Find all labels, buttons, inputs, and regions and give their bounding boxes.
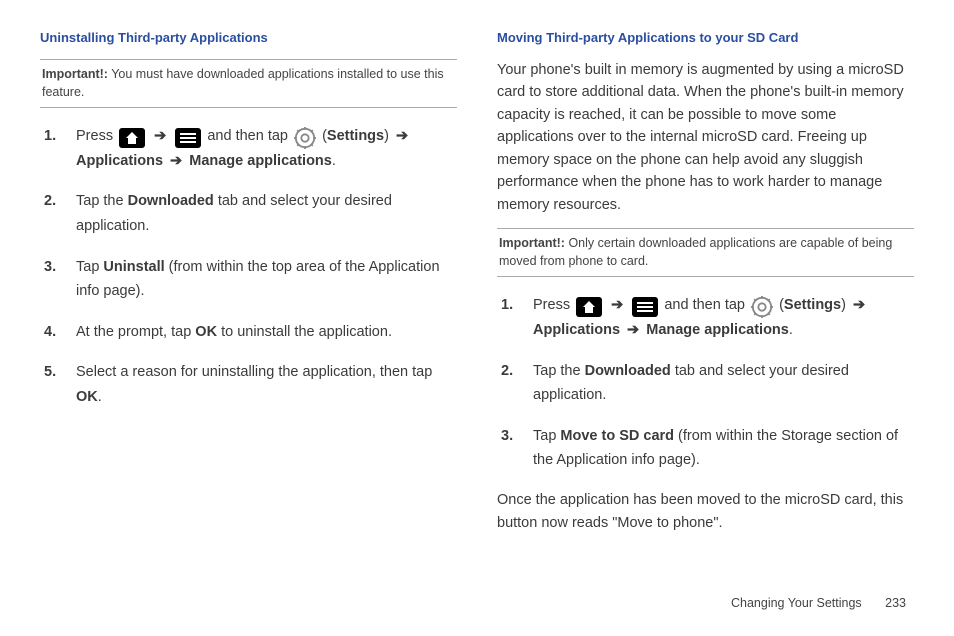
step-body: Tap Uninstall (from within the top area … <box>76 255 457 304</box>
step-2: 2. Tap the Downloaded tab and select you… <box>44 189 457 238</box>
heading-right: Moving Third-party Applications to your … <box>497 30 914 45</box>
text: Tap <box>76 259 103 275</box>
page: Uninstalling Third-party Applications Im… <box>0 0 954 636</box>
paren-close: ) <box>841 297 846 313</box>
step-3: 3. Tap Uninstall (from within the top ar… <box>44 255 457 304</box>
arrow-icon: ➔ <box>170 153 182 169</box>
step-1: 1. Press ➔ and then tap (Settings) ➔ App… <box>501 293 914 342</box>
word-applications: Applications <box>76 153 163 169</box>
important-box-left: Important!: You must have downloaded app… <box>40 59 457 108</box>
step-number: 2. <box>501 359 533 408</box>
paren-close: ) <box>384 128 389 144</box>
dot: . <box>332 153 336 169</box>
word-press: Press <box>533 297 570 313</box>
text: Tap the <box>533 363 585 379</box>
step-number: 5. <box>44 360 76 409</box>
gear-icon <box>294 127 316 149</box>
step-body: Tap Move to SD card (from within the Sto… <box>533 424 914 473</box>
step-number: 1. <box>501 293 533 342</box>
menu-icon <box>175 128 201 148</box>
step-2: 2. Tap the Downloaded tab and select you… <box>501 359 914 408</box>
step-body: Tap the Downloaded tab and select your d… <box>533 359 914 408</box>
step-body: At the prompt, tap OK to uninstall the a… <box>76 320 457 345</box>
word-settings: Settings <box>784 297 841 313</box>
bold: Downloaded <box>585 363 671 379</box>
step-body: Press ➔ and then tap (Settings) ➔ Applic… <box>533 293 914 342</box>
word-settings: Settings <box>327 128 384 144</box>
heading-left: Uninstalling Third-party Applications <box>40 30 457 45</box>
word-manage: Manage applications <box>189 153 332 169</box>
home-icon <box>119 128 145 148</box>
step-number: 3. <box>44 255 76 304</box>
text: . <box>98 389 102 405</box>
step-1: 1. Press ➔ and then tap (Settings) ➔ App… <box>44 124 457 173</box>
text: Tap the <box>76 193 128 209</box>
arrow-icon: ➔ <box>396 128 408 144</box>
bold: Downloaded <box>128 193 214 209</box>
home-icon <box>576 297 602 317</box>
text: Tap <box>533 428 560 444</box>
important-label: Important!: <box>499 236 565 250</box>
dot: . <box>789 322 793 338</box>
step-number: 1. <box>44 124 76 173</box>
arrow-icon: ➔ <box>611 297 623 313</box>
arrow-icon: ➔ <box>154 128 166 144</box>
right-column: Moving Third-party Applications to your … <box>497 30 914 616</box>
outro-paragraph: Once the application has been moved to t… <box>497 489 914 534</box>
text: Select a reason for uninstalling the app… <box>76 364 432 380</box>
steps-left: 1. Press ➔ and then tap (Settings) ➔ App… <box>40 124 457 410</box>
important-box-right: Important!: Only certain downloaded appl… <box>497 228 914 277</box>
intro-paragraph: Your phone's built in memory is augmente… <box>497 59 914 216</box>
word-applications: Applications <box>533 322 620 338</box>
footer-section: Changing Your Settings <box>731 596 862 610</box>
arrow-icon: ➔ <box>627 322 639 338</box>
bold: Move to SD card <box>560 428 674 444</box>
text: At the prompt, tap <box>76 324 195 340</box>
step-body: Tap the Downloaded tab and select your d… <box>76 189 457 238</box>
important-label: Important!: <box>42 67 108 81</box>
page-footer: Changing Your Settings 233 <box>731 596 906 610</box>
gear-icon <box>751 296 773 318</box>
step-number: 3. <box>501 424 533 473</box>
footer-page-number: 233 <box>885 596 906 610</box>
arrow-icon: ➔ <box>853 297 865 313</box>
menu-icon <box>632 297 658 317</box>
word-and-then-tap: and then tap <box>207 128 288 144</box>
bold: Uninstall <box>103 259 164 275</box>
step-5: 5. Select a reason for uninstalling the … <box>44 360 457 409</box>
step-body: Select a reason for uninstalling the app… <box>76 360 457 409</box>
left-column: Uninstalling Third-party Applications Im… <box>40 30 457 616</box>
step-3: 3. Tap Move to SD card (from within the … <box>501 424 914 473</box>
bold: OK <box>76 389 98 405</box>
word-press: Press <box>76 128 113 144</box>
step-number: 4. <box>44 320 76 345</box>
text: to uninstall the application. <box>217 324 392 340</box>
word-manage: Manage applications <box>646 322 789 338</box>
step-number: 2. <box>44 189 76 238</box>
step-body: Press ➔ and then tap (Settings) ➔ Applic… <box>76 124 457 173</box>
bold: OK <box>195 324 217 340</box>
step-4: 4. At the prompt, tap OK to uninstall th… <box>44 320 457 345</box>
steps-right: 1. Press ➔ and then tap (Settings) ➔ App… <box>497 293 914 473</box>
word-and-then-tap: and then tap <box>664 297 745 313</box>
